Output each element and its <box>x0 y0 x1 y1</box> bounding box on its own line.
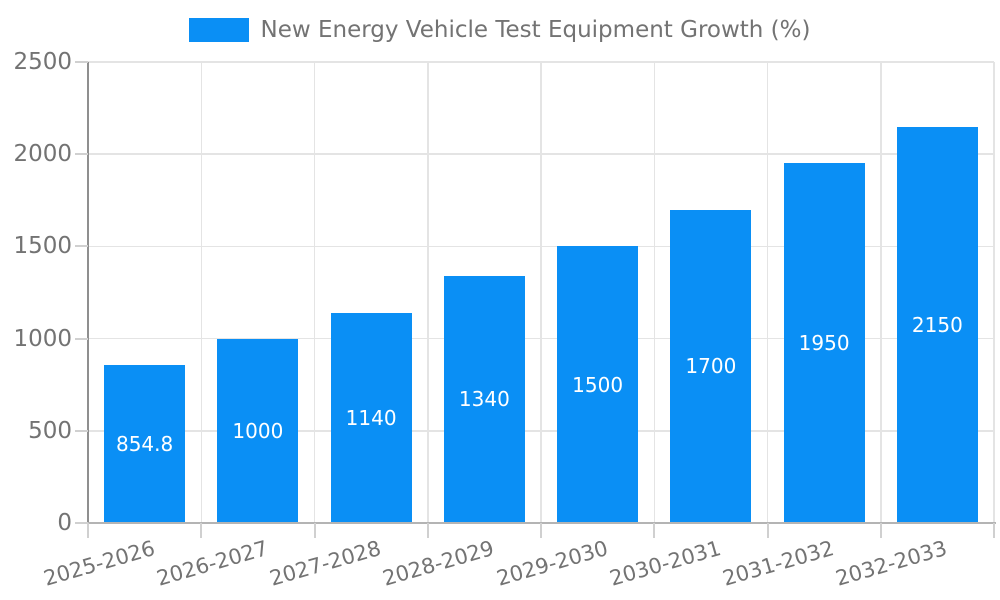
x-axis-line <box>86 521 996 524</box>
bar-value-label: 2150 <box>911 312 963 337</box>
bar-value-label: 1700 <box>685 354 737 379</box>
y-axis-tick-label: 2500 <box>13 49 72 75</box>
bar-value-label: 1000 <box>232 418 284 443</box>
gridline-vertical <box>653 62 655 523</box>
x-axis-tick <box>313 523 316 538</box>
bar: 1950 <box>783 163 865 523</box>
x-axis-tick <box>653 523 656 538</box>
gridline-vertical <box>313 62 316 523</box>
gridline-vertical <box>540 62 542 523</box>
y-axis-tick <box>75 522 88 524</box>
y-axis-tick-label: 0 <box>57 510 72 536</box>
bar-value-label: 854.8 <box>115 432 174 457</box>
x-axis-tick <box>540 523 542 538</box>
bar: 854.8 <box>104 365 186 523</box>
legend-label: New Energy Vehicle Test Equipment Growth… <box>260 17 811 43</box>
x-axis-tick <box>87 523 89 538</box>
x-axis-tick <box>200 523 203 538</box>
legend: New Energy Vehicle Test Equipment Growth… <box>0 15 1000 45</box>
gridline-vertical <box>427 62 429 523</box>
x-axis-tick-label: 2025-2026 <box>40 536 158 591</box>
gridline-vertical <box>993 62 995 523</box>
gridline-vertical <box>200 62 202 523</box>
y-axis-tick <box>75 153 88 156</box>
y-axis-tick <box>75 429 88 432</box>
gridline-vertical <box>880 62 882 523</box>
legend-swatch <box>189 18 250 42</box>
bar: 1000 <box>217 338 299 523</box>
y-axis-tick <box>75 337 88 340</box>
y-axis-tick <box>75 245 88 248</box>
bar-value-label: 1140 <box>345 405 397 430</box>
bar: 1500 <box>557 246 639 523</box>
y-axis-tick-label: 2000 <box>13 141 72 168</box>
y-axis-tick-label: 1000 <box>13 325 72 352</box>
gridline-vertical <box>766 62 769 523</box>
x-axis-tick-label: 2027-2028 <box>267 536 384 591</box>
y-axis-line <box>86 62 89 523</box>
bar-value-label: 1500 <box>572 372 624 397</box>
x-axis-tick-label: 2030-2031 <box>606 536 724 591</box>
bar-value-label: 1950 <box>798 331 850 356</box>
y-axis-tick <box>75 61 88 63</box>
bar: 1140 <box>330 312 412 523</box>
y-axis-tick-label: 500 <box>28 417 72 444</box>
x-axis-tick <box>426 523 429 538</box>
bar: 1700 <box>670 209 752 523</box>
x-axis-tick-label: 2032-2033 <box>833 536 950 591</box>
x-axis-tick <box>993 523 995 538</box>
x-axis-tick <box>766 523 769 538</box>
y-axis-tick-label: 1500 <box>13 233 72 260</box>
bar: 2150 <box>896 126 978 523</box>
x-axis-tick <box>879 523 882 538</box>
plot-area: 854.8 1000 1140 1340 1500 1700 1950 2150 <box>88 61 995 523</box>
x-axis-tick-label: 2031-2032 <box>720 536 837 591</box>
x-axis-tick-label: 2026-2027 <box>153 536 271 591</box>
bar: 1340 <box>443 275 525 523</box>
bar-value-label: 1340 <box>458 387 510 412</box>
x-axis-tick-label: 2029-2030 <box>493 536 611 591</box>
x-axis-tick-label: 2028-2029 <box>380 536 497 591</box>
